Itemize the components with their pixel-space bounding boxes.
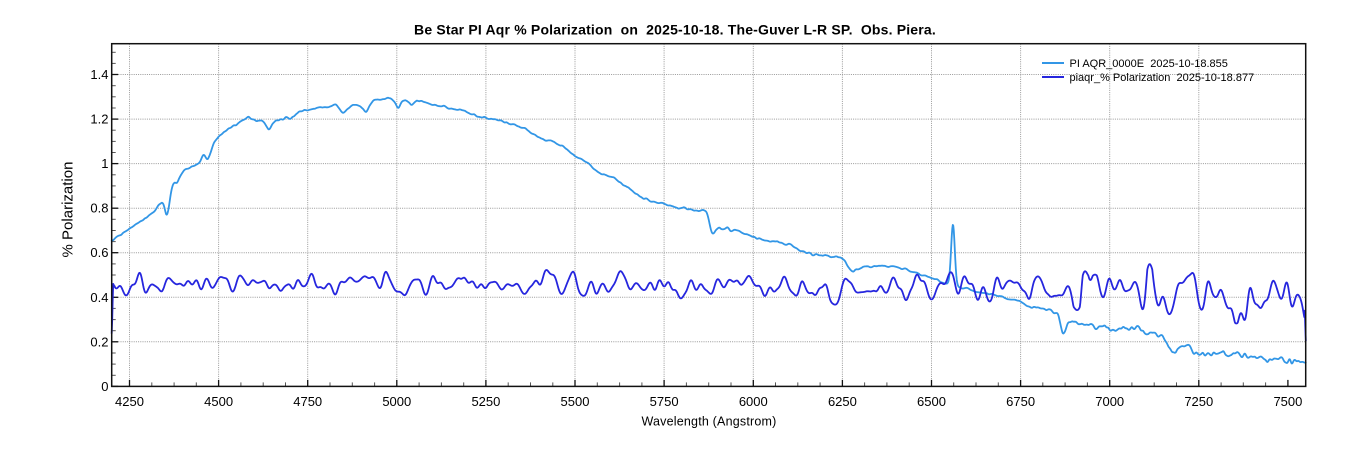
svg-text:5250: 5250 xyxy=(471,394,500,409)
svg-text:% Polarization: % Polarization xyxy=(60,162,77,258)
svg-text:PI AQR_0000E 2025-10-18.855: PI AQR_0000E 2025-10-18.855 xyxy=(1070,58,1228,70)
svg-text:0: 0 xyxy=(101,379,108,394)
svg-text:6000: 6000 xyxy=(739,394,768,409)
svg-text:7500: 7500 xyxy=(1273,394,1302,409)
svg-text:Be Star PI Aqr % Polarization: Be Star PI Aqr % Polarization on 2025-10… xyxy=(414,22,936,38)
svg-text:0.4: 0.4 xyxy=(90,290,108,305)
svg-text:0.8: 0.8 xyxy=(90,201,108,216)
svg-text:piaqr_% Polarization 2025-10-: piaqr_% Polarization 2025-10-18.877 xyxy=(1070,72,1255,84)
svg-text:7000: 7000 xyxy=(1095,394,1124,409)
svg-text:6750: 6750 xyxy=(1006,394,1035,409)
svg-text:5000: 5000 xyxy=(382,394,411,409)
svg-text:Wavelength (Angstrom): Wavelength (Angstrom) xyxy=(641,415,776,429)
svg-text:5500: 5500 xyxy=(561,394,590,409)
svg-text:4250: 4250 xyxy=(115,394,144,409)
svg-text:6250: 6250 xyxy=(828,394,857,409)
svg-text:6500: 6500 xyxy=(917,394,946,409)
svg-text:1.4: 1.4 xyxy=(90,67,108,82)
svg-text:7250: 7250 xyxy=(1184,394,1213,409)
svg-text:5750: 5750 xyxy=(650,394,679,409)
svg-text:1: 1 xyxy=(101,156,108,171)
svg-text:0.2: 0.2 xyxy=(90,334,108,349)
svg-text:4500: 4500 xyxy=(204,394,233,409)
svg-text:4750: 4750 xyxy=(293,394,322,409)
svg-text:0.6: 0.6 xyxy=(90,245,108,260)
svg-text:1.2: 1.2 xyxy=(90,112,108,127)
